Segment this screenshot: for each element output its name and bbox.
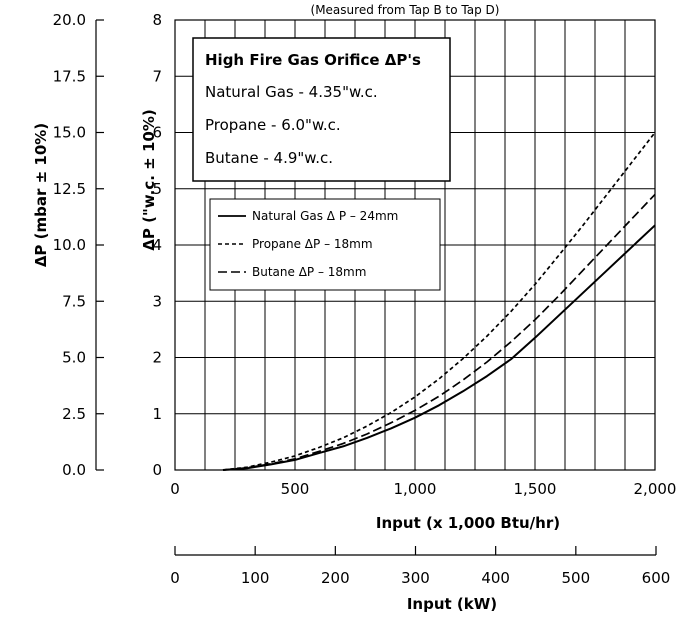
y-tick-label: 1: [152, 405, 162, 423]
legend-label-propane: Propane ΔP – 18mm: [252, 237, 373, 251]
kw-tick-label: 400: [481, 569, 510, 587]
y-tick-label: 7: [152, 67, 162, 85]
mbar-tick-label: 5.0: [62, 349, 86, 367]
kw-tick-label: 0: [170, 569, 180, 587]
info-box: High Fire Gas Orifice ΔP's Natural Gas -…: [192, 37, 451, 182]
kw-tick-label: 500: [562, 569, 591, 587]
y-tick-label: 2: [152, 349, 162, 367]
mbar-tick-label: 17.5: [53, 67, 86, 85]
x-tick-label: 0: [170, 480, 180, 498]
y-tick-label: 5: [152, 180, 162, 198]
series-line-butane: [222, 193, 656, 471]
mbar-axis-title: ΔP (mbar ± 10%): [32, 123, 50, 267]
x-tick-label: 500: [281, 480, 310, 498]
y-tick-label: 8: [152, 11, 162, 29]
series-line-natural-gas: [222, 224, 656, 471]
x-axis-ticks: 0 500 1,000 1,500 2,000: [170, 480, 676, 498]
mbar-tick-label: 12.5: [53, 180, 86, 198]
y-axis-title: ΔP ("w.c. ± 10%): [140, 109, 158, 250]
kw-axis-title: Input (kW): [407, 595, 497, 613]
kw-tick-label: 200: [321, 569, 350, 587]
kw-tick-label: 100: [241, 569, 270, 587]
info-box-frame: [192, 37, 451, 182]
kw-tick-label: 300: [401, 569, 430, 587]
info-line-propane: Propane - 6.0"w.c.: [205, 116, 341, 134]
mbar-tick-label: 2.5: [62, 405, 86, 423]
kw-axis: 0 100 200 300 400 500 600: [170, 546, 670, 587]
mbar-tick-label: 7.5: [62, 292, 86, 310]
legend-label-butane: Butane ΔP – 18mm: [252, 265, 366, 279]
series-group: [222, 131, 656, 471]
x-tick-label: 1,000: [394, 480, 437, 498]
y-tick-label: 4: [152, 236, 162, 254]
mbar-tick-label: 15.0: [53, 124, 86, 142]
info-box-title: High Fire Gas Orifice ΔP's: [205, 51, 421, 69]
info-line-butane: Butane - 4.9"w.c.: [205, 149, 333, 167]
kw-tick-label: 600: [642, 569, 671, 587]
mbar-tick-label: 20.0: [53, 11, 86, 29]
legend-frame: [209, 198, 441, 291]
mbar-tick-label: 10.0: [53, 236, 86, 254]
y-tick-label: 6: [152, 124, 162, 142]
chart-subtitle: (Measured from Tap B to Tap D): [311, 3, 500, 17]
x-tick-label: 1,500: [514, 480, 557, 498]
mbar-tick-label: 0.0: [62, 461, 86, 479]
x-tick-label: 2,000: [634, 480, 677, 498]
legend-label-natural-gas: Natural Gas Δ P – 24mm: [252, 209, 398, 223]
y-tick-label: 0: [152, 461, 162, 479]
info-line-natural-gas: Natural Gas - 4.35"w.c.: [205, 83, 378, 101]
x-axis-title: Input (x 1,000 Btu/hr): [376, 514, 560, 532]
mbar-axis: 0.0 2.5 5.0 7.5 10.0 12.5 15.0 17.5 20.0: [53, 11, 104, 479]
y-tick-label: 3: [152, 292, 162, 310]
series-line-propane: [222, 131, 656, 471]
plot-frame: [174, 19, 656, 471]
legend: Natural Gas Δ P – 24mm Propane ΔP – 18mm…: [209, 198, 441, 291]
y-axis-ticks: 0 1 2 3 4 5 6 7 8: [152, 11, 162, 479]
